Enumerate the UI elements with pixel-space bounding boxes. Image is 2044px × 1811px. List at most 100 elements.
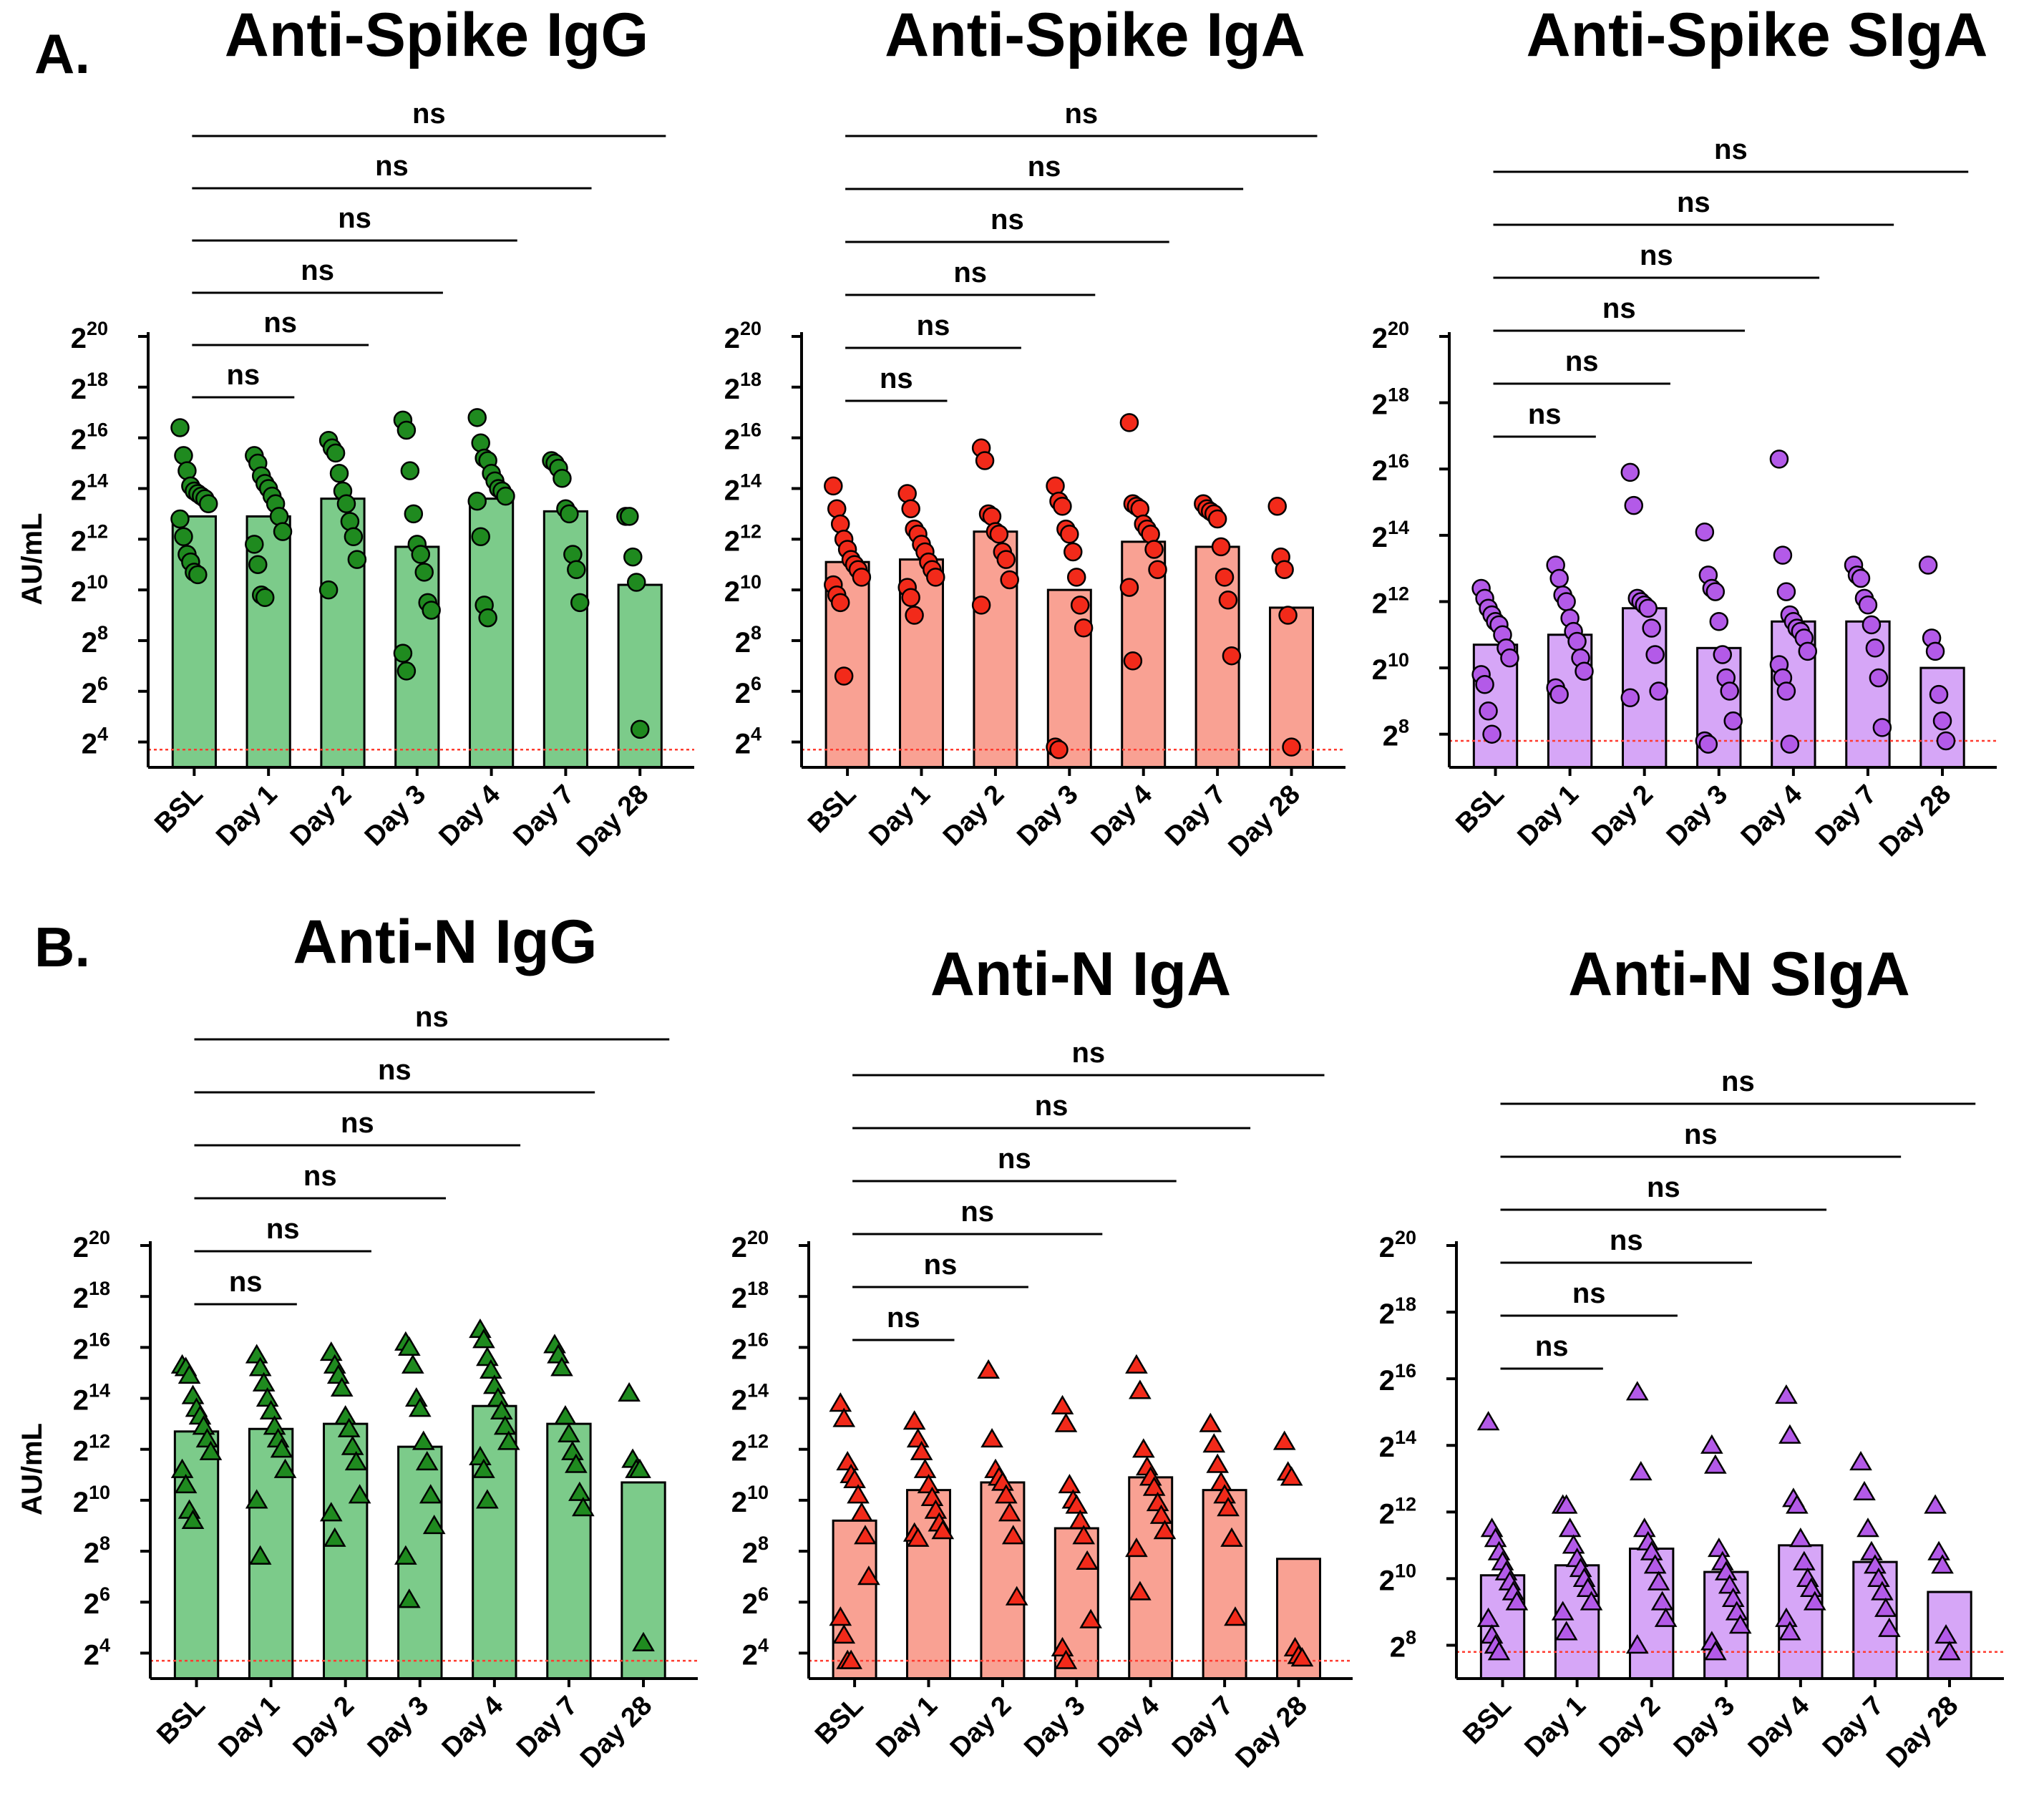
data-point (248, 555, 268, 574)
y-tick-label: 210 (73, 1482, 110, 1518)
significance-label: ns (226, 359, 260, 391)
y-tick-label: 212 (731, 1431, 769, 1467)
data-point (1632, 1518, 1656, 1538)
y-tick-label: 220 (71, 318, 108, 354)
significance-label: ns (917, 310, 950, 341)
y-tick-label: 214 (1379, 1427, 1416, 1463)
data-point (998, 1502, 1021, 1522)
data-point (1549, 684, 1569, 704)
y-tick-label: 28 (742, 1533, 769, 1569)
data-point (1853, 1480, 1876, 1501)
data-point (1005, 1586, 1028, 1606)
bar-bsl (832, 1519, 877, 1680)
data-point (550, 1356, 573, 1377)
data-point (170, 418, 190, 437)
data-point (1119, 578, 1139, 597)
data-point (995, 1484, 1018, 1504)
chart-anti-n-igg: Anti-N IgG AU/mL 24 26 28 210 212 214 216 218 220 B… (16, 908, 698, 1774)
data-point (1645, 645, 1665, 664)
data-point (975, 451, 995, 470)
data-point (1858, 595, 1878, 615)
data-point (1851, 568, 1871, 588)
data-point (1934, 1624, 1957, 1644)
data-point (1650, 1591, 1674, 1611)
data-point (1700, 1434, 1723, 1454)
data-point (620, 507, 639, 526)
data-point (1148, 560, 1167, 580)
data-point (1549, 568, 1569, 588)
data-point (256, 1387, 279, 1407)
chart-title: Anti-N IgA (930, 940, 1231, 1009)
significance-label: ns (415, 1001, 449, 1033)
chart-title: Anti-Spike IgA (885, 1, 1305, 69)
data-point (330, 1377, 354, 1397)
data-point (248, 1545, 272, 1565)
data-point (1058, 1474, 1081, 1494)
y-tick-label: 28 (735, 622, 761, 659)
significance-label: ns (1647, 1172, 1680, 1203)
x-tick-label: Day 1 (213, 1691, 286, 1763)
data-point (1620, 688, 1640, 708)
data-point (1643, 1554, 1667, 1574)
x-tick-label: Day 3 (362, 1691, 434, 1763)
significance-label: ns (1602, 293, 1636, 324)
chart-anti-spike-iga: Anti-Spike IgA 24 26 28 210 212 214 216 218 220 BS… (724, 1, 1345, 863)
data-point (1862, 615, 1882, 635)
data-point (906, 1527, 930, 1547)
data-point (1282, 737, 1301, 757)
data-point (245, 535, 264, 554)
x-tick-label: Day 28 (575, 1691, 658, 1774)
significance-label: ns (1028, 151, 1061, 183)
data-point (1925, 641, 1945, 661)
data-point (830, 514, 850, 534)
x-tick-label: Day 2 (1594, 1691, 1666, 1763)
data-point (1654, 1607, 1678, 1627)
x-tick-label: Day 28 (1223, 780, 1306, 863)
significance-label: ns (953, 257, 987, 288)
data-point (326, 443, 346, 463)
data-point (920, 1486, 944, 1506)
data-point (1278, 606, 1298, 625)
data-point (924, 1499, 948, 1519)
data-point (1476, 1607, 1500, 1627)
y-tick-label: 24 (84, 1634, 110, 1671)
chart-title: Anti-Spike IgG (225, 1, 648, 69)
data-point (627, 573, 646, 592)
data-point (570, 593, 590, 613)
data-point (931, 1520, 955, 1540)
data-point (897, 484, 917, 503)
data-point (901, 588, 920, 607)
chart-title: Anti-N IgG (293, 908, 597, 976)
x-tick-label: Day 1 (863, 780, 935, 852)
data-point (850, 1502, 873, 1522)
x-tick-label: Day 7 (1810, 780, 1882, 852)
data-point (996, 550, 1016, 569)
data-point (628, 1458, 651, 1478)
significance-label: ns (341, 1107, 374, 1139)
data-point (198, 494, 218, 513)
data-point (493, 1415, 517, 1435)
data-point (476, 1346, 499, 1366)
data-point (829, 1392, 852, 1412)
significance-label: ns (301, 255, 334, 286)
panel-label-a: A. (34, 22, 90, 85)
data-point (1554, 1621, 1578, 1641)
data-point (344, 527, 364, 547)
data-point (414, 563, 434, 582)
data-point (1625, 1381, 1649, 1401)
data-point (195, 1427, 219, 1448)
y-tick-label: 28 (82, 622, 108, 659)
x-tick-label: BSL (1457, 1691, 1517, 1750)
data-point (1132, 1438, 1155, 1458)
y-tick-label: 216 (73, 1329, 110, 1365)
y-tick-label: 24 (82, 724, 108, 760)
data-point (1153, 1520, 1177, 1540)
data-point (1924, 1494, 1947, 1514)
data-point (415, 1451, 439, 1471)
data-point (1479, 701, 1498, 721)
data-point (1222, 646, 1242, 666)
x-tick-label: Day 4 (1743, 1691, 1815, 1763)
data-point (630, 719, 650, 739)
